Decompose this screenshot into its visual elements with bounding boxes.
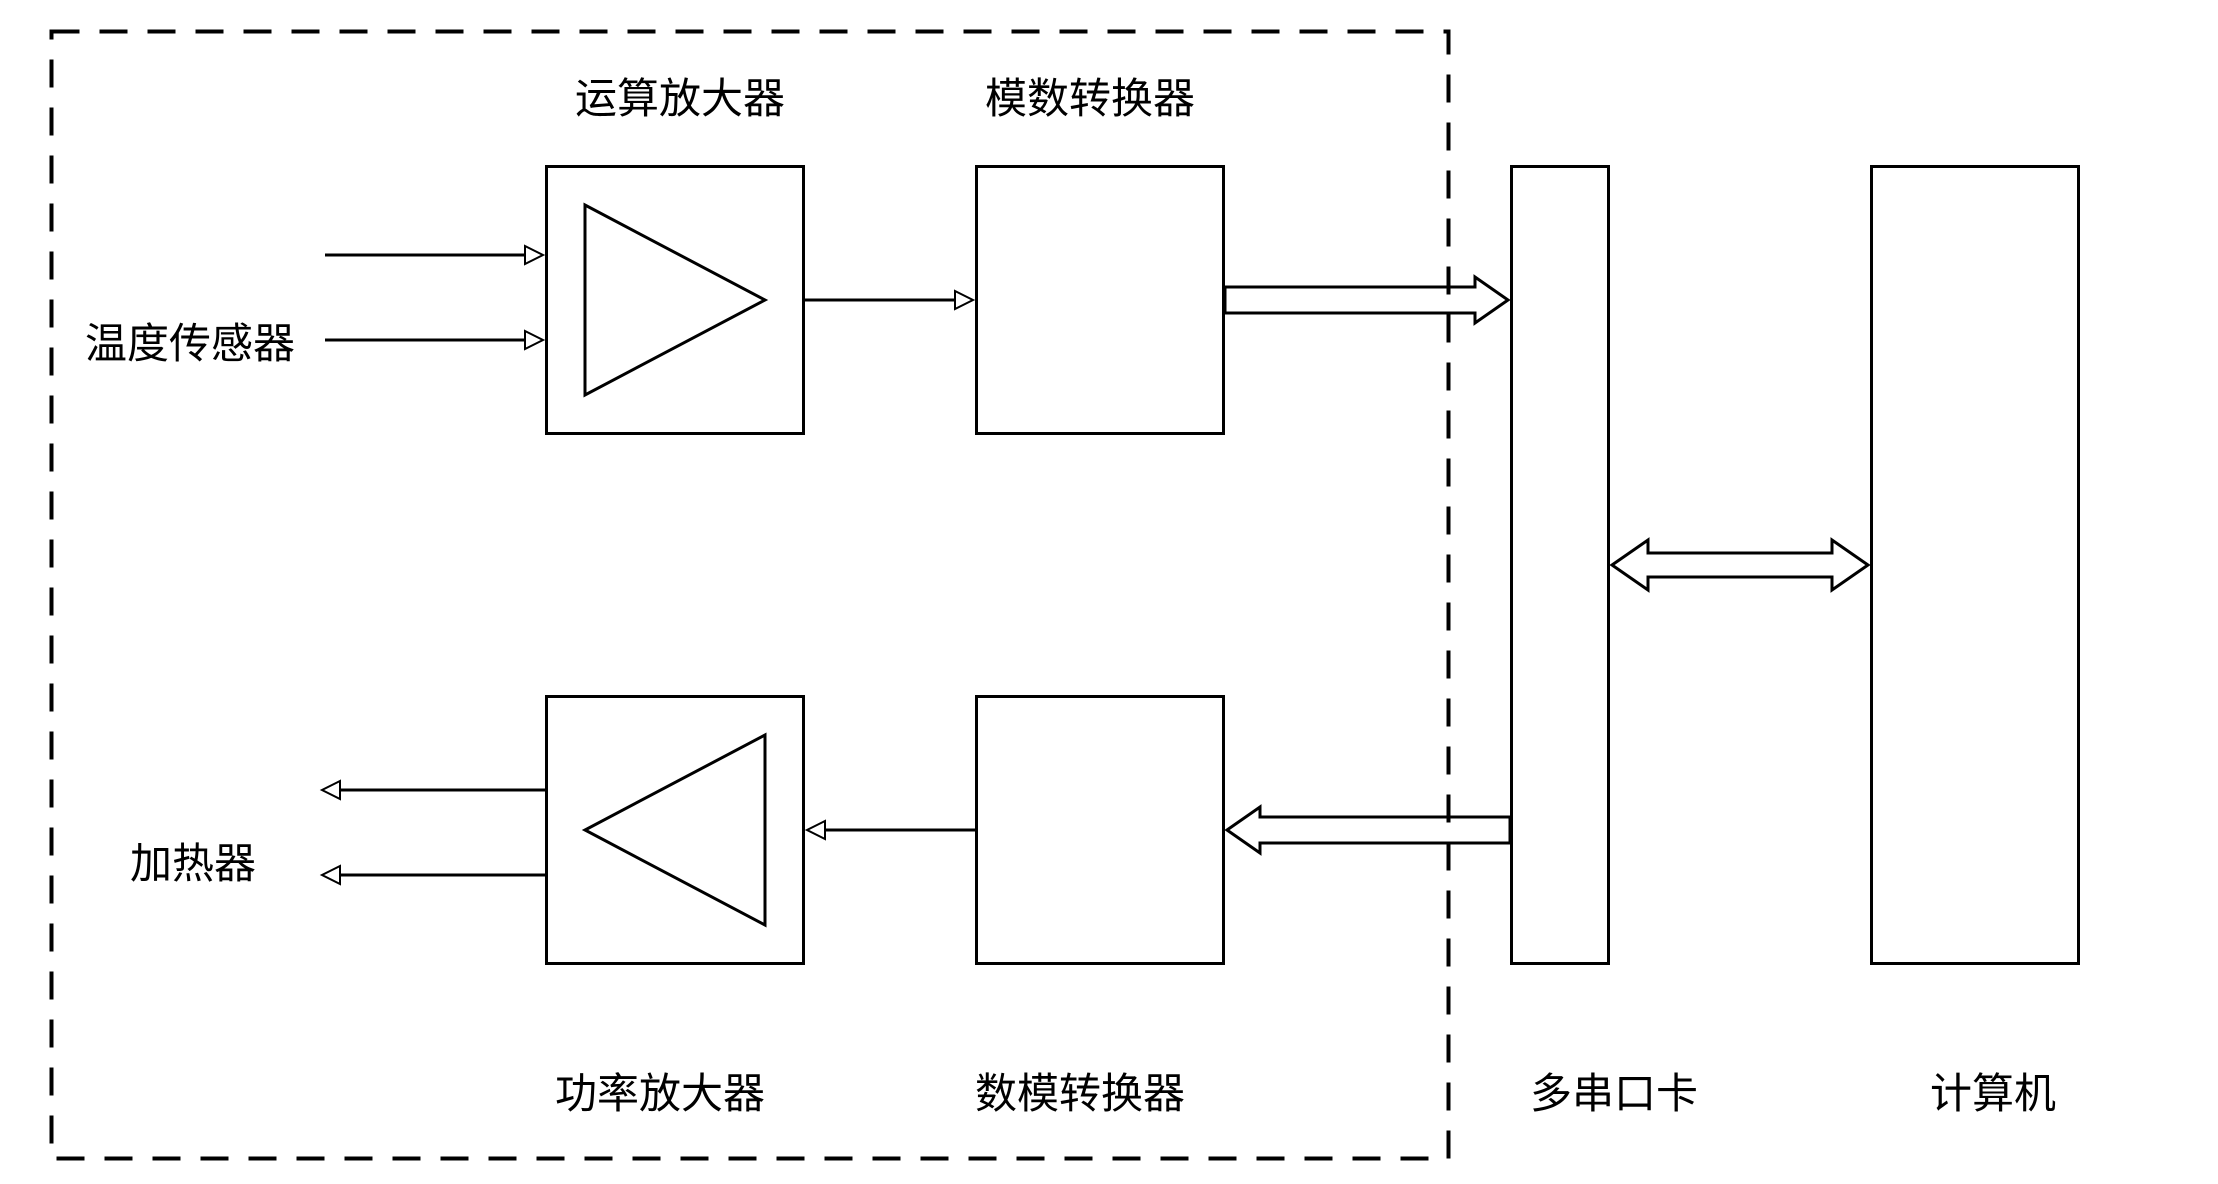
arrow-pwr-heater-2 — [320, 860, 545, 890]
arrow-adc-serial — [1225, 275, 1510, 325]
arrow-pwr-heater-1 — [320, 775, 545, 805]
box-serial — [1510, 165, 1610, 965]
label-pwr-amp: 功率放大器 — [555, 1060, 765, 1121]
arrow-serial-computer — [1610, 535, 1870, 595]
arrow-opamp-adc — [805, 285, 975, 315]
arrow-sensor-opamp-1 — [325, 240, 545, 270]
label-dac: 数模转换器 — [975, 1060, 1185, 1121]
box-adc — [975, 165, 1225, 435]
box-dac — [975, 695, 1225, 965]
label-opamp: 运算放大器 — [575, 65, 785, 126]
arrow-serial-dac — [1225, 805, 1510, 855]
label-computer: 计算机 — [1930, 1060, 2056, 1121]
label-heater: 加热器 — [130, 830, 256, 891]
triangle-pwr-icon — [575, 725, 775, 935]
label-adc: 模数转换器 — [985, 65, 1195, 126]
label-temp-sensor: 温度传感器 — [85, 310, 295, 371]
box-computer — [1870, 165, 2080, 965]
triangle-opamp-icon — [575, 195, 775, 405]
block-diagram: 运算放大器 模数转换器 温度传感器 加热器 功率放大器 数模转换器 多串口卡 计… — [0, 0, 2218, 1184]
arrow-sensor-opamp-2 — [325, 325, 545, 355]
label-serial-card: 多串口卡 — [1530, 1060, 1698, 1121]
arrow-dac-pwr — [805, 815, 975, 845]
